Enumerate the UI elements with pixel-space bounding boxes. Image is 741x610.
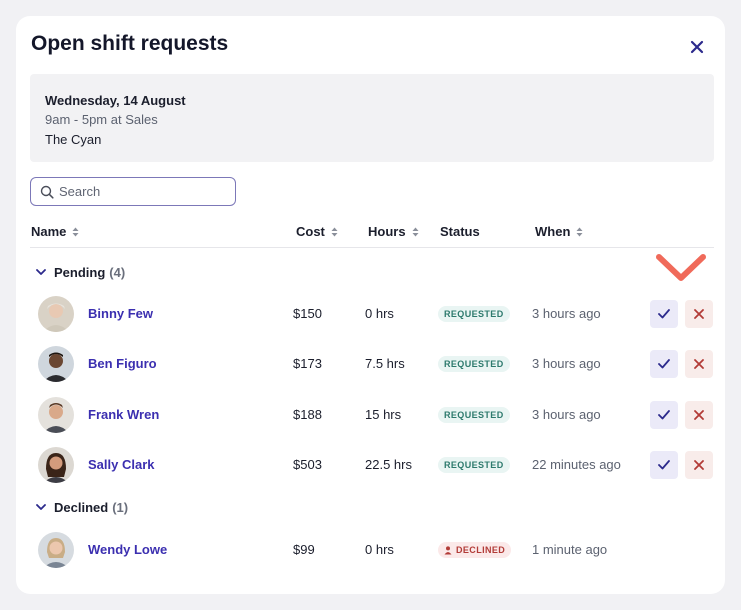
table-header: Name Cost Hours Status When: [30, 220, 714, 248]
group-declined-count: (1): [112, 500, 129, 515]
group-declined-toggle[interactable]: Declined (1): [36, 500, 128, 515]
column-name-label: Name: [31, 224, 67, 239]
close-icon: [694, 359, 704, 369]
sort-icon: [72, 227, 79, 236]
decline-button[interactable]: [685, 300, 713, 328]
when-value: 3 hours ago: [532, 306, 601, 321]
close-icon: [694, 460, 704, 470]
cost-value: $173: [293, 356, 322, 371]
table-row: Binny Few $150 0 hrs REQUESTED 3 hours a…: [30, 294, 714, 334]
requester-name[interactable]: Binny Few: [88, 306, 154, 321]
column-cost-label: Cost: [296, 224, 325, 239]
when-value: 22 minutes ago: [532, 457, 621, 472]
table-row: Ben Figuro $173 7.5 hrs REQUESTED 3 hour…: [30, 344, 714, 384]
requester-name[interactable]: Ben Figuro: [88, 356, 157, 371]
group-declined-label: Declined: [54, 500, 109, 515]
search-input[interactable]: [59, 184, 219, 199]
cost-value: $99: [293, 542, 315, 557]
hours-value: 0 hrs: [365, 306, 394, 321]
column-when-label: When: [535, 224, 571, 239]
column-header-hours[interactable]: Hours: [368, 224, 419, 239]
chevron-down-icon: [36, 504, 46, 510]
status-badge: DECLINED: [438, 542, 512, 558]
table-row: Sally Clark $503 22.5 hrs REQUESTED 22 m…: [30, 445, 714, 485]
requester-name[interactable]: Frank Wren: [88, 407, 160, 422]
open-shift-requests-modal: Open shift requests Wednesday, 14 August…: [16, 16, 725, 594]
column-header-name[interactable]: Name: [31, 224, 79, 239]
shift-time: 9am - 5pm at Sales: [45, 112, 158, 127]
hours-value: 0 hrs: [365, 542, 394, 557]
close-icon: [690, 40, 704, 54]
sort-icon: [576, 227, 583, 236]
avatar: [38, 397, 74, 433]
cost-value: $150: [293, 306, 322, 321]
status-badge: REQUESTED: [438, 457, 510, 473]
search-box[interactable]: [30, 177, 236, 206]
decline-button[interactable]: [685, 401, 713, 429]
when-value: 3 hours ago: [532, 407, 601, 422]
requester-name[interactable]: Sally Clark: [88, 457, 155, 472]
search-icon: [40, 185, 54, 199]
modal-title: Open shift requests: [31, 32, 229, 55]
approve-button[interactable]: [650, 300, 678, 328]
when-value: 3 hours ago: [532, 356, 601, 371]
group-pending-count: (4): [109, 265, 126, 280]
decline-button[interactable]: [685, 350, 713, 378]
hours-value: 22.5 hrs: [365, 457, 412, 472]
shift-location: The Cyan: [45, 132, 102, 147]
check-icon: [658, 460, 670, 470]
table-row: Wendy Lowe $99 0 hrs DECLINED 1 minute a…: [30, 530, 714, 570]
shift-date: Wednesday, 14 August: [45, 93, 186, 108]
avatar: [38, 296, 74, 332]
close-icon: [694, 309, 704, 319]
status-badge: REQUESTED: [438, 407, 510, 423]
cost-value: $188: [293, 407, 322, 422]
column-header-when[interactable]: When: [535, 224, 583, 239]
requester-name[interactable]: Wendy Lowe: [88, 542, 168, 557]
hours-value: 15 hrs: [365, 407, 402, 422]
decline-button[interactable]: [685, 451, 713, 479]
status-badge: REQUESTED: [438, 356, 510, 372]
chevron-down-icon: [36, 269, 46, 275]
check-icon: [658, 359, 670, 369]
approve-button[interactable]: [650, 350, 678, 378]
approve-button[interactable]: [650, 451, 678, 479]
column-header-cost[interactable]: Cost: [296, 224, 338, 239]
shift-info-panel: Wednesday, 14 August 9am - 5pm at Sales …: [30, 74, 714, 162]
user-icon: [444, 545, 452, 554]
status-badge-label: DECLINED: [456, 545, 506, 555]
hours-value: 7.5 hrs: [365, 356, 405, 371]
avatar: [38, 447, 74, 483]
group-pending-label: Pending: [54, 265, 106, 280]
table-row: Frank Wren $188 15 hrs REQUESTED 3 hours…: [30, 395, 714, 435]
approve-button[interactable]: [650, 401, 678, 429]
avatar: [38, 346, 74, 382]
avatar: [38, 532, 74, 568]
check-icon: [658, 309, 670, 319]
column-status-label: Status: [440, 224, 480, 239]
when-value: 1 minute ago: [532, 542, 608, 557]
check-icon: [658, 410, 670, 420]
chevron-down-annotation-icon: [656, 254, 706, 281]
status-badge: REQUESTED: [438, 306, 510, 322]
group-pending-toggle[interactable]: Pending (4): [36, 265, 125, 280]
column-header-status: Status: [440, 224, 480, 239]
sort-icon: [412, 227, 419, 236]
close-icon: [694, 410, 704, 420]
close-button[interactable]: [685, 35, 709, 59]
column-hours-label: Hours: [368, 224, 406, 239]
sort-icon: [331, 227, 338, 236]
cost-value: $503: [293, 457, 322, 472]
